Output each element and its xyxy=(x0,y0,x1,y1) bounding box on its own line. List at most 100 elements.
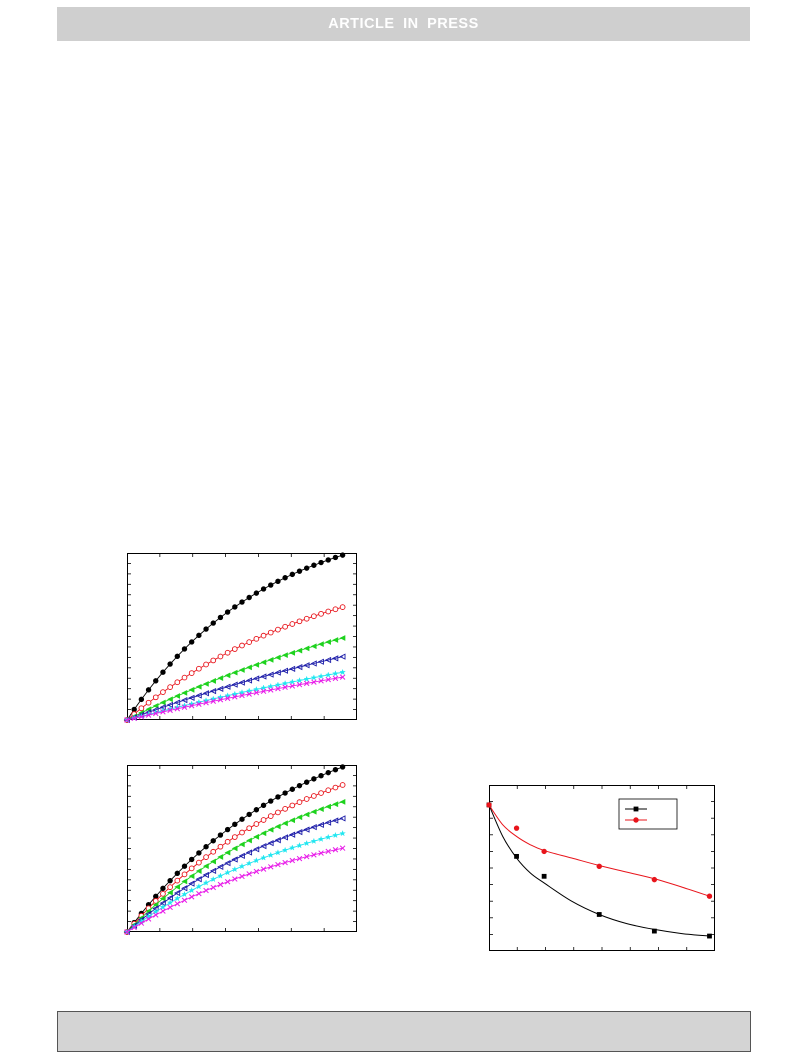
top-chart-series-3-point xyxy=(217,675,224,681)
bottom-chart-series-6-point xyxy=(311,852,317,858)
bottom-chart-series-5-point xyxy=(303,839,310,847)
bottom-chart-series-4-point xyxy=(260,842,267,850)
top-chart-series-1-point xyxy=(275,578,281,584)
article-in-press-banner: ARTICLE IN PRESS xyxy=(57,7,750,41)
right-chart-legend-marker-2 xyxy=(633,817,639,823)
bottom-chart-series-2-point xyxy=(260,817,267,823)
top-chart-series-3-point xyxy=(282,652,288,659)
bottom-chart-series-2-point xyxy=(160,891,166,897)
bottom-chart-series-6-point xyxy=(282,859,288,866)
bottom-chart-series-2-point xyxy=(311,793,317,799)
bottom-chart-series-1-point xyxy=(303,779,310,785)
top-chart-series-3-point xyxy=(224,672,231,679)
top-chart-series-1-point xyxy=(181,646,188,652)
bottom-chart-series-2-point xyxy=(181,871,188,878)
top-chart-series-1-point xyxy=(332,554,339,561)
top-chart-series-6-point xyxy=(160,709,166,715)
top-chart-series-3-point xyxy=(325,639,331,645)
top-chart-series-2-point xyxy=(325,608,332,615)
bottom-chart-series-1-point xyxy=(174,870,181,876)
bottom-chart-series-1-point xyxy=(332,767,339,773)
bottom-chart-series-6-point xyxy=(260,866,267,872)
top-chart-series-1-point xyxy=(217,614,224,621)
top-chart-series-5-point xyxy=(324,671,332,678)
bottom-chart-series-4-point xyxy=(202,871,209,879)
top-chart-series-3-point xyxy=(317,641,324,647)
bottom-chart-series-6-point xyxy=(145,916,152,922)
top-chart-series-2-point xyxy=(188,670,195,676)
chart-bottom-left xyxy=(123,764,357,936)
bottom-chart-series-3-point xyxy=(267,826,274,833)
chart-top-left xyxy=(123,552,357,724)
top-chart-series-6-point xyxy=(138,713,145,720)
bottom-chart-series-6-point xyxy=(232,876,238,882)
top-chart-series-2-point xyxy=(318,610,324,617)
top-chart-series-2-point xyxy=(289,621,296,627)
top-chart-series-1-point xyxy=(167,661,173,667)
top-chart-series-2-point xyxy=(246,639,253,645)
top-chart-series-1-point xyxy=(138,696,145,703)
bottom-chart-series-4-point xyxy=(238,852,245,860)
top-chart-series-5-point xyxy=(267,682,275,690)
top-chart-series-3-point xyxy=(310,643,317,650)
bottom-chart-series-2-point xyxy=(239,829,245,836)
bottom-chart-series-3-point xyxy=(188,873,195,880)
bottom-chart-series-4-point xyxy=(296,828,303,836)
bottom-chart-series-6-point xyxy=(296,855,303,862)
bottom-chart-series-2-point xyxy=(282,806,288,812)
bottom-chart-series-1-point xyxy=(268,798,274,804)
top-chart-series-4-point xyxy=(288,665,296,673)
bottom-chart-series-3-point xyxy=(332,801,339,808)
top-chart-series-3-point xyxy=(339,635,346,641)
top-chart-series-2-point xyxy=(303,615,310,622)
right-chart-frame xyxy=(489,785,715,951)
bottom-chart-series-6-point xyxy=(318,850,324,856)
bottom-chart-series-5-point xyxy=(289,844,296,851)
top-chart-series-4-point xyxy=(217,685,224,693)
bottom-chart-series-6-point xyxy=(253,868,260,875)
bottom-chart-series-5-point xyxy=(188,886,195,894)
bottom-chart-series-3-point xyxy=(181,878,188,885)
top-chart-series-6-point xyxy=(196,701,202,707)
bottom-chart-series-3-point xyxy=(195,868,202,874)
bottom-chart-series-4-point xyxy=(217,863,224,871)
top-chart-series-1-point xyxy=(311,562,317,568)
top-chart-series-5-point xyxy=(224,692,231,699)
top-chart-series-3-point xyxy=(238,667,245,673)
top-chart-series-4-point xyxy=(245,677,253,684)
top-chart-series-2-point xyxy=(152,694,159,701)
bottom-chart-series-2-point xyxy=(217,843,224,850)
top-chart-series-1-point xyxy=(188,639,195,645)
top-chart-series-6-point xyxy=(203,699,209,706)
top-chart-series-4-point xyxy=(260,673,267,680)
bottom-chart-series-3-point xyxy=(174,884,181,890)
top-chart-series-4-point xyxy=(202,690,209,697)
top-chart-series-2-point xyxy=(296,618,303,625)
bottom-chart-series-4-point xyxy=(281,834,288,841)
bottom-chart-series-5-point xyxy=(238,862,246,870)
bottom-chart-series-6-point xyxy=(131,924,137,931)
top-chart-series-1 xyxy=(124,552,346,723)
top-chart-series-2-point xyxy=(332,606,339,613)
top-chart-series-4-point xyxy=(195,692,202,699)
bottom-chart-series-1-point xyxy=(232,821,238,827)
right-chart-legend-marker-1 xyxy=(633,806,639,812)
top-chart-series-3-point xyxy=(289,649,296,656)
bottom-chart-series-3-point xyxy=(303,811,310,818)
top-chart-series-4-point xyxy=(274,669,281,676)
right-chart-series-2-fit xyxy=(488,804,710,897)
top-chart-series-2-point xyxy=(253,635,260,642)
bottom-chart-series-1-point xyxy=(318,772,324,779)
top-chart-series-5-point xyxy=(274,681,282,688)
top-chart-series-3-point xyxy=(210,678,216,684)
bottom-chart-series-4-point xyxy=(224,859,231,867)
bottom-chart-series-5-point xyxy=(181,890,188,898)
bottom-chart-series-5-point xyxy=(174,895,181,902)
bottom-chart-series-5-point xyxy=(202,879,210,886)
top-chart-series-1-point xyxy=(282,575,288,581)
top-chart-series-2-point xyxy=(181,674,188,681)
bottom-chart-series-5-point xyxy=(152,908,160,915)
top-chart-series-1-point xyxy=(246,594,252,601)
bottom-chart-series-5-point xyxy=(159,903,167,910)
top-chart-series-1-point xyxy=(203,626,209,632)
